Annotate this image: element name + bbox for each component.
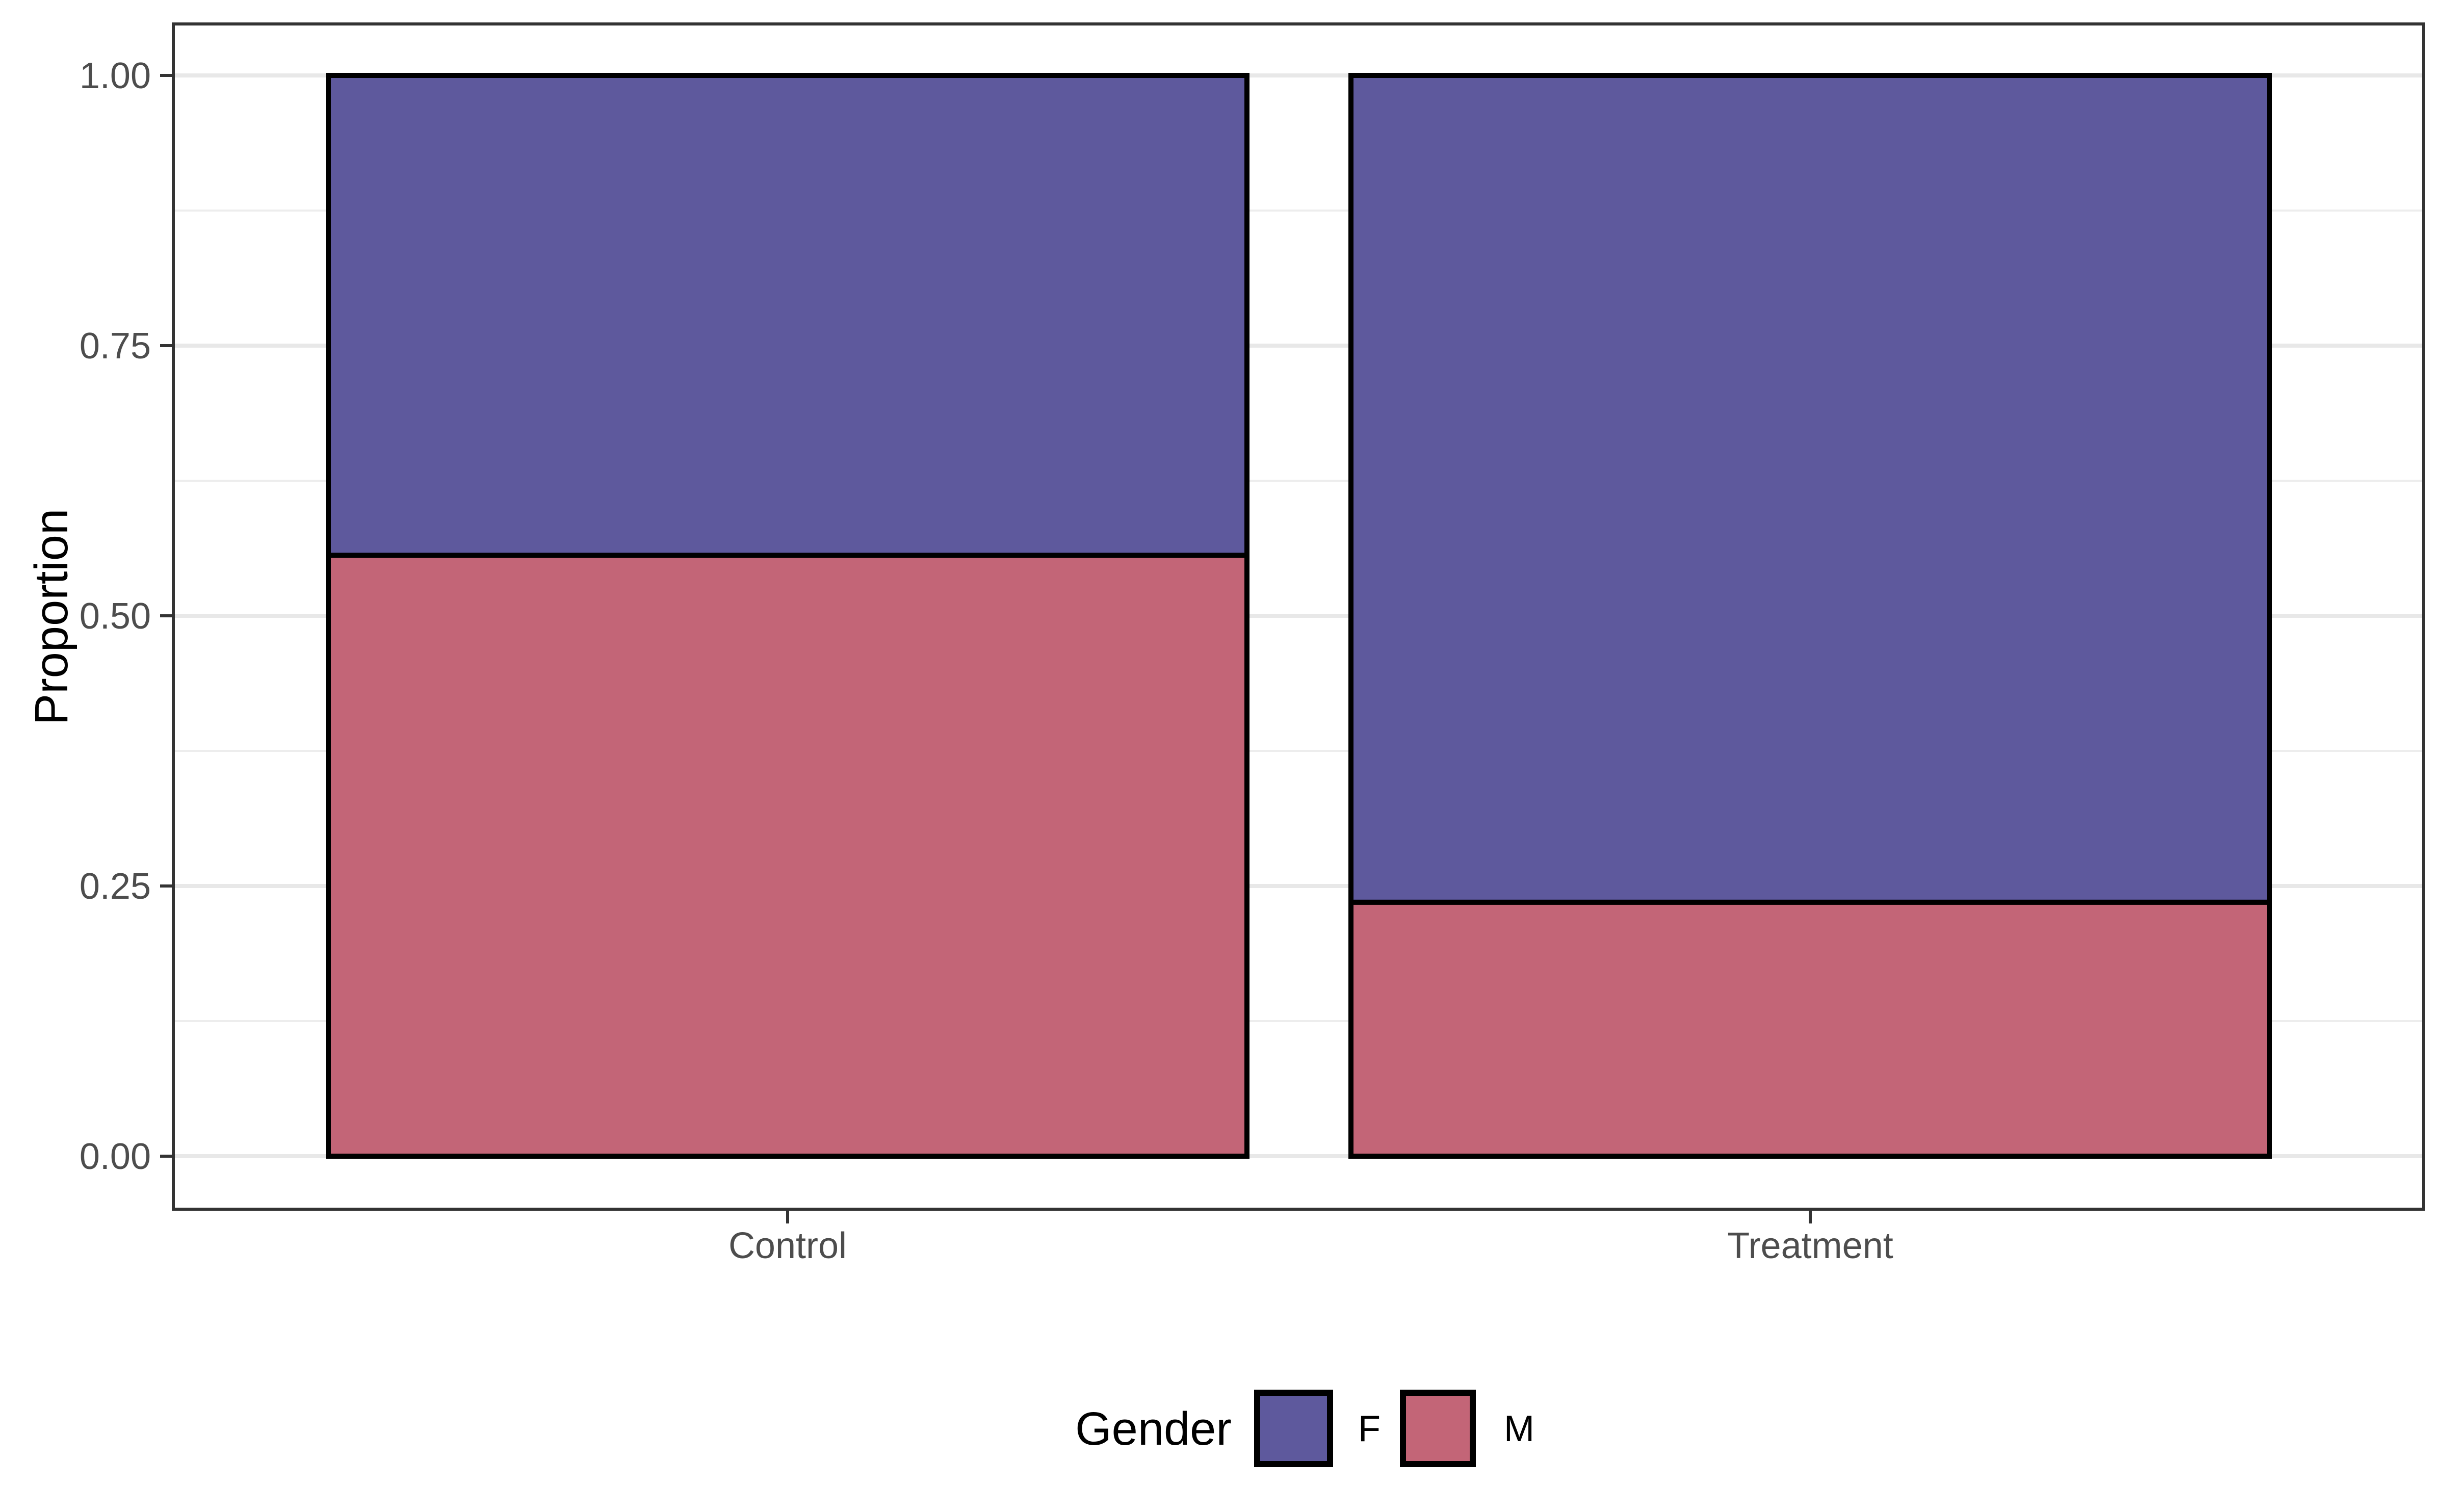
- bar-segment-control-m: [326, 553, 1249, 1159]
- legend-key-m: [1400, 1390, 1476, 1467]
- legend: Gender F M: [1075, 1390, 1534, 1467]
- x-tick-label-control: Control: [728, 1226, 847, 1266]
- x-tick-label-treatment: Treatment: [1727, 1226, 1893, 1266]
- y-tick-label: 0.75: [80, 326, 151, 367]
- axes: 0.00 0.25 0.50 0.75 1.00 Control Treatment: [80, 56, 1893, 1266]
- y-tick-label: 1.00: [80, 56, 151, 96]
- y-tick-label: 0.25: [80, 866, 151, 907]
- bar-segment-control-f: [326, 73, 1249, 558]
- bars: [326, 73, 2272, 1159]
- y-tick-label: 0.00: [80, 1136, 151, 1177]
- legend-key-f: [1254, 1390, 1333, 1467]
- legend-label-m: M: [1504, 1409, 1534, 1449]
- y-tick-label: 0.50: [80, 596, 151, 637]
- bar-segment-treatment-m: [1348, 899, 2272, 1159]
- y-axis-title: Proportion: [25, 509, 77, 725]
- bar-segment-treatment-f: [1348, 73, 2272, 905]
- legend-title: Gender: [1075, 1403, 1232, 1455]
- legend-label-f: F: [1358, 1409, 1381, 1449]
